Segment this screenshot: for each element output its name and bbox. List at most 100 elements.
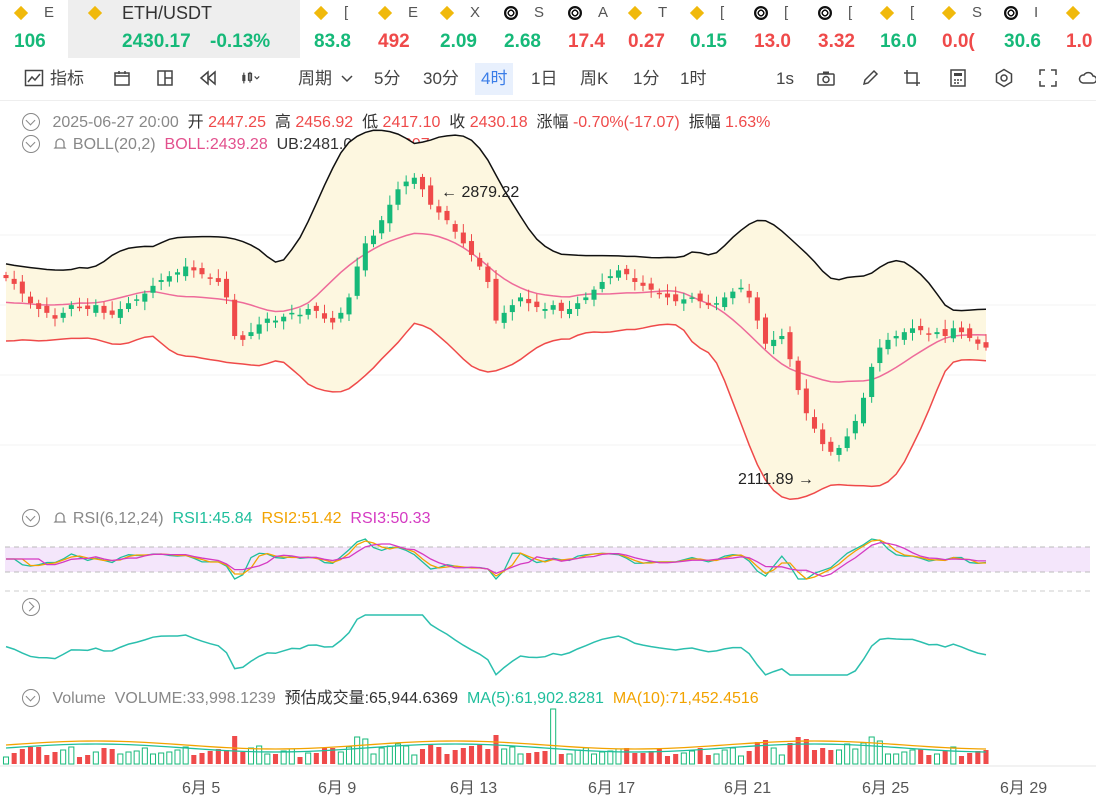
candle-body	[411, 177, 417, 184]
volume-bar	[787, 743, 793, 764]
volume-bar	[852, 748, 859, 765]
pencil-icon[interactable]	[860, 68, 880, 88]
candle-body	[199, 268, 205, 275]
ticker-item[interactable]: [16.0	[876, 0, 934, 58]
volume-bar	[803, 739, 809, 764]
candle-body	[485, 266, 491, 282]
candle-body	[109, 310, 115, 315]
crop-icon[interactable]	[902, 68, 922, 88]
camera-icon[interactable]	[816, 68, 836, 88]
candle-type-icon[interactable]	[240, 68, 260, 88]
ticker-item[interactable]: T 0.27	[624, 0, 682, 58]
collapse-toggle-icon[interactable]	[22, 135, 40, 153]
volume-bar	[452, 750, 458, 764]
ticker-item[interactable]: A 17.4	[564, 0, 622, 58]
volume-bar	[884, 753, 892, 765]
interval-1h[interactable]: 1时	[680, 69, 707, 88]
ticker-item[interactable]: 1.0	[1062, 0, 1096, 58]
low-annotation: 2111.89 →	[738, 471, 814, 488]
volume-bar	[272, 754, 279, 764]
ticker-item[interactable]: ETH/USDT 2430.17 -0.13%	[68, 0, 300, 58]
volume-bar	[844, 743, 851, 765]
volume-bar	[933, 753, 941, 765]
ball-icon	[504, 6, 518, 20]
volume-bar	[673, 754, 679, 764]
volume-bar	[44, 755, 50, 764]
bnb-icon	[879, 5, 895, 21]
ohlc-info: 2025-06-27 20:00 开 2447.25 高 2456.92 低 2…	[22, 108, 770, 132]
candle-body	[76, 306, 83, 309]
settings-icon[interactable]	[994, 68, 1014, 88]
ticker-item[interactable]: S 0.0(	[938, 0, 996, 58]
calculator-icon[interactable]	[948, 68, 968, 88]
volume-bar	[599, 751, 606, 765]
interval-1w[interactable]: 周K	[580, 69, 609, 88]
chevron-down-icon[interactable]	[340, 68, 354, 88]
volume-bar	[918, 749, 924, 764]
refresh-interval[interactable]: 1s	[776, 69, 794, 88]
volume-bar	[215, 749, 221, 764]
calendar-icon[interactable]	[112, 68, 132, 88]
ticker-item[interactable]: [83.8	[310, 0, 368, 58]
high-value: 2456.92	[295, 114, 354, 131]
candle-body	[134, 299, 140, 301]
ticker-item[interactable]: [0.15	[686, 0, 744, 58]
rsi1-value: RSI1:45.84	[172, 510, 253, 527]
ticker-price: 16.0	[880, 31, 917, 52]
ticker-item[interactable]: I 30.6	[1000, 0, 1058, 58]
x-tick-label: 6月 9	[318, 780, 357, 797]
interval-30m[interactable]: 30分	[423, 69, 459, 88]
cloud-icon[interactable]	[1078, 68, 1096, 88]
low-label: 低	[362, 114, 379, 131]
volume-bar	[223, 750, 230, 764]
candle-body	[820, 429, 826, 445]
collapse-toggle-icon[interactable]	[22, 113, 40, 131]
candle-body	[779, 336, 785, 340]
candle-body	[379, 220, 385, 234]
ticker-item[interactable]: [3.32	[814, 0, 872, 58]
candle-body	[860, 397, 867, 424]
expand-toggle-icon[interactable]	[22, 598, 40, 616]
change-value: -0.70%(-17.07)	[572, 114, 680, 131]
ticker-item[interactable]: X 2.09	[436, 0, 494, 58]
bnb-icon	[941, 5, 957, 21]
close-value: 2430.18	[469, 114, 528, 131]
rewind-icon[interactable]	[198, 68, 218, 88]
collapse-toggle-icon[interactable]	[22, 509, 40, 527]
interval-4h[interactable]: 4时	[475, 63, 514, 95]
interval-5m[interactable]: 5分	[374, 69, 401, 88]
ticker-item[interactable]: S 2.68	[500, 0, 558, 58]
volume-bar	[11, 753, 17, 764]
candle-body	[942, 329, 948, 337]
interval-1min[interactable]: 1分	[633, 69, 660, 88]
ticker-item[interactable]: [13.0	[750, 0, 808, 58]
candle-body	[428, 185, 434, 205]
indicators-button[interactable]: 指标	[50, 69, 84, 88]
candle-body	[11, 278, 17, 284]
period-dropdown[interactable]: 周期	[298, 69, 332, 88]
interval-1d[interactable]: 1日	[531, 69, 558, 88]
volume-bar	[737, 755, 745, 765]
volume-bar	[141, 747, 148, 765]
candle-body	[19, 281, 25, 294]
candle-body	[395, 189, 401, 205]
volume-bar	[811, 750, 818, 764]
volume-bar	[893, 753, 900, 765]
candle-body	[542, 308, 548, 311]
volume-bar	[967, 753, 973, 764]
ticker-item[interactable]: E 492	[374, 0, 432, 58]
fullscreen-icon[interactable]	[1038, 68, 1058, 88]
bell-icon[interactable]	[52, 510, 68, 526]
candle-body	[387, 204, 393, 224]
ticker-item[interactable]: E 106	[10, 0, 68, 58]
volume-bar	[828, 750, 834, 764]
candle-body	[183, 266, 189, 277]
candle-body	[950, 328, 956, 339]
volume-ma5-line	[5, 743, 987, 753]
bell-icon[interactable]	[52, 136, 68, 152]
volume-bar	[85, 755, 91, 764]
layout-icon[interactable]	[155, 68, 175, 88]
indicator-icon[interactable]	[24, 68, 44, 88]
collapse-toggle-icon[interactable]	[22, 689, 40, 707]
volume-bar	[795, 737, 801, 764]
